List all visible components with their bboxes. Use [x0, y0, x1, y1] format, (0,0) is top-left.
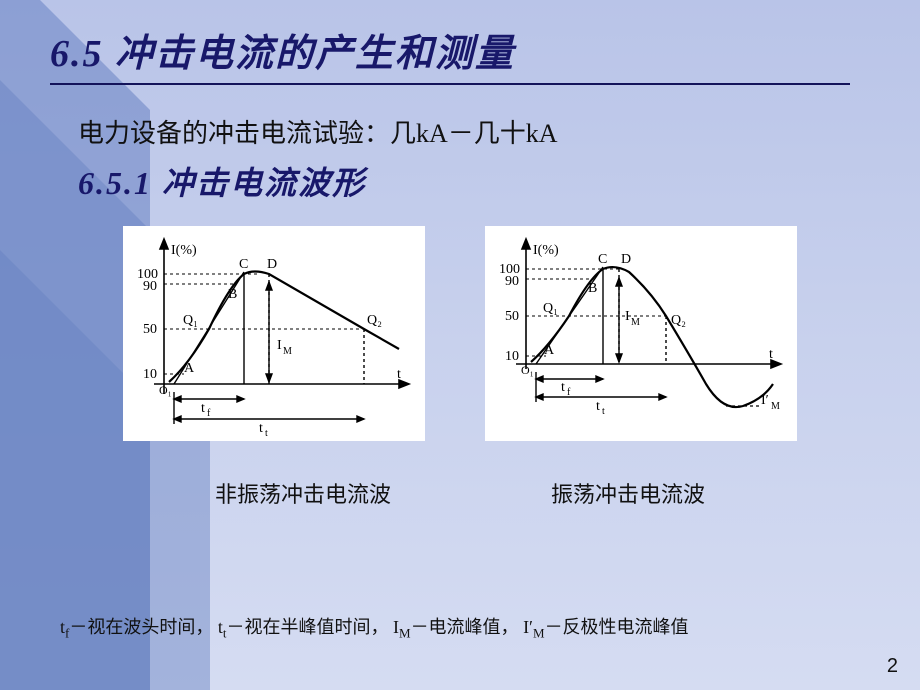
svg-text:O₁: O₁: [521, 363, 534, 377]
svg-text:Q₂: Q₂: [671, 313, 686, 328]
figure-row: I(%) 100 90 50 10 A B C D Q₁ Q₂ O₁ t IM …: [50, 226, 870, 441]
svg-text:50: 50: [505, 309, 519, 324]
svg-text:10: 10: [143, 367, 157, 382]
svg-text:90: 90: [143, 279, 157, 294]
svg-text:M: M: [771, 401, 780, 412]
svg-text:B: B: [588, 281, 597, 296]
svg-text:A: A: [184, 361, 195, 376]
caption-right: 振荡冲击电流波: [551, 477, 705, 509]
figure-left: I(%) 100 90 50 10 A B C D Q₁ Q₂ O₁ t IM …: [123, 226, 425, 441]
svg-text:t: t: [259, 421, 263, 436]
svg-text:I: I: [625, 309, 630, 324]
svg-text:C: C: [598, 252, 607, 267]
svg-text:Q₁: Q₁: [183, 313, 198, 328]
caption-row: 非振荡冲击电流波 振荡冲击电流波: [50, 477, 870, 509]
svg-text:t: t: [201, 401, 205, 416]
svg-text:Q₂: Q₂: [367, 313, 382, 328]
svg-text:t: t: [561, 380, 565, 395]
x-axis-label-right: t: [769, 347, 773, 362]
svg-text:I: I: [277, 338, 282, 353]
svg-text:C: C: [239, 257, 248, 272]
footnote: tf－视在波头时间， tt－视在半峰值时间， IM－电流峰值， I′M－反极性电…: [60, 613, 689, 642]
figure-right: I(%) 100 90 50 10 A B C D Q₁ Q₂ O₁ t IM …: [485, 226, 797, 441]
title-underline: [50, 83, 850, 85]
svg-text:I′: I′: [761, 393, 769, 408]
svg-text:M: M: [283, 346, 292, 357]
svg-text:10: 10: [505, 349, 519, 364]
subsection-title: 6.5.1 冲击电流波形: [78, 158, 870, 204]
x-axis-label: t: [397, 367, 401, 382]
svg-text:D: D: [267, 257, 277, 272]
svg-text:t: t: [265, 428, 268, 439]
intro-paragraph: 电力设备的冲击电流试验：几kA－几十kA: [78, 113, 870, 150]
svg-text:Q₁: Q₁: [543, 301, 558, 316]
svg-text:50: 50: [143, 322, 157, 337]
svg-text:t: t: [602, 406, 605, 417]
svg-text:90: 90: [505, 274, 519, 289]
y-axis-label-right: I(%): [533, 243, 559, 258]
svg-text:A: A: [544, 343, 555, 358]
y-axis-label: I(%): [171, 243, 197, 258]
caption-left: 非振荡冲击电流波: [215, 477, 391, 509]
section-title: 6.5 冲击电流的产生和测量: [50, 22, 870, 77]
svg-text:B: B: [228, 287, 237, 302]
svg-text:f: f: [207, 408, 211, 419]
svg-text:O₁: O₁: [159, 383, 172, 397]
svg-text:t: t: [596, 399, 600, 414]
page-number: 2: [887, 655, 898, 678]
svg-text:D: D: [621, 252, 631, 267]
svg-text:M: M: [631, 317, 640, 328]
